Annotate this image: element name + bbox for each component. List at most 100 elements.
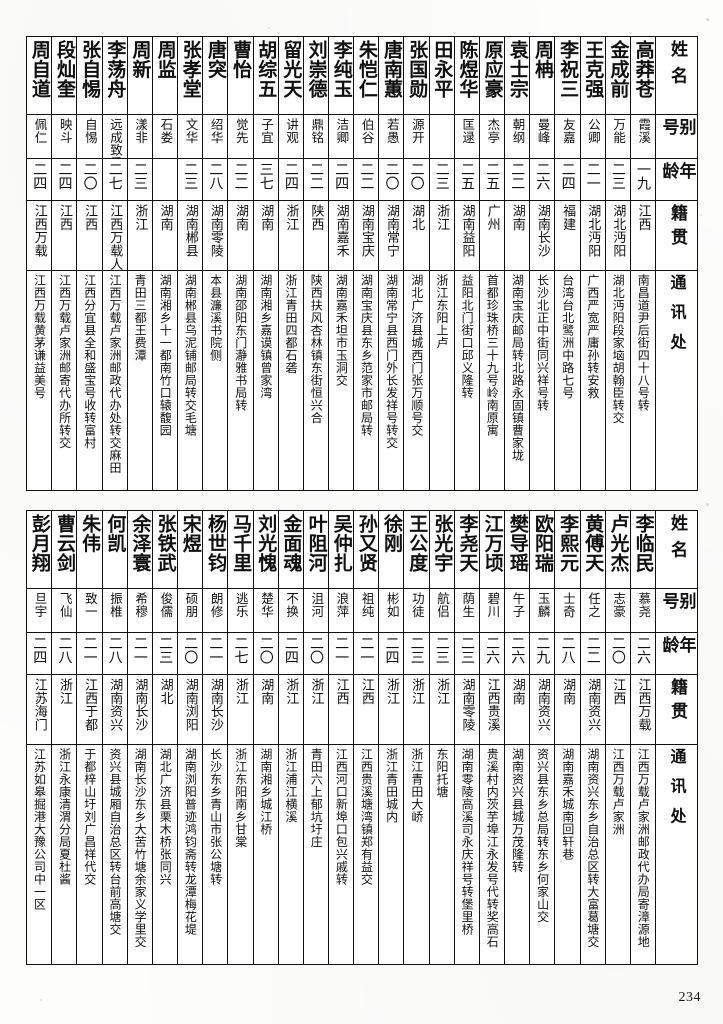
person-address: 台湾台北鹭洲中路七号 <box>555 271 579 490</box>
person-native-place-text: 浙江 <box>434 678 450 705</box>
person-native-place: 湖北沔阳 <box>605 201 630 271</box>
person-age-text: 二〇 <box>383 162 400 191</box>
person-column: 李临民 慕尧 二六 江西万载 江西万载卢家洲邮政代办局寄漳源地 <box>629 511 655 964</box>
person-address: 江西贵溪塘湾镇郑有益交 <box>354 745 378 964</box>
person-native-place: 湖南嘉禾 <box>328 201 354 271</box>
person-name: 吴仲扎 <box>328 511 354 589</box>
person-age: 二二 <box>303 159 328 201</box>
person-alias-text: 觉先 <box>233 118 249 144</box>
person-age: 二〇 <box>404 159 429 201</box>
person-alias-text: 若愚 <box>384 118 400 144</box>
person-column: 李纯玉 洁卿 二四 湖南嘉禾 湖南嘉禾坦市玉洞交 <box>327 37 354 490</box>
person-native-place: 湖南零陵 <box>203 201 228 271</box>
person-address: 江西万载卢家洲邮寄代办所转交 <box>52 271 76 490</box>
person-age: 二六 <box>530 159 555 201</box>
person-alias-text: 友嘉 <box>560 118 576 144</box>
scan-speck <box>700 214 702 216</box>
person-name: 李熙元 <box>555 511 580 589</box>
person-name: 原应豪 <box>479 37 505 115</box>
person-column: 袁士宗 朝纲 二二 湖南 湖南宝庆邮局转北路永固镇曹家垅 <box>504 37 530 490</box>
person-age: 二四 <box>27 159 52 201</box>
row-label-address: 通讯处 <box>667 748 687 837</box>
person-age: 二六 <box>505 633 530 675</box>
person-native-place: 江西 <box>328 675 354 745</box>
person-native-place: 江西 <box>77 201 102 271</box>
person-alias-text: 旦宇 <box>32 592 48 618</box>
person-name-text: 王克强 <box>582 40 605 99</box>
person-column: 朱恺仁 伯谷 二二 湖南宝庆 湖南宝庆县东乡范家市邮局转 <box>353 37 379 490</box>
person-address: 青田三都王费潭 <box>128 271 152 490</box>
person-name-text: 何凯 <box>104 514 127 553</box>
person-age: 二二 <box>505 159 530 201</box>
person-address: 湖北广济县栗木桥张同兴 <box>153 745 177 964</box>
row-label-name: 姓名 <box>656 511 697 589</box>
person-age: 二三 <box>178 159 203 201</box>
person-age-text: 二三 <box>131 162 148 191</box>
person-address-text: 资兴县东乡总局转东乡何家山交 <box>535 748 550 923</box>
person-age-text: 一九 <box>635 162 652 191</box>
person-age-text: 二四 <box>31 162 48 191</box>
person-name: 周新 <box>127 37 152 115</box>
person-address: 江西分宜县全和盛宝号收转富村 <box>77 271 101 490</box>
person-alias: 绍华 <box>203 115 228 159</box>
person-age-text: 二二 <box>308 162 325 191</box>
person-column: 田永平 二三 浙江 浙江东阳上卢 <box>428 37 454 490</box>
person-age-text: 二七 <box>232 636 249 665</box>
person-alias: 逃乐 <box>228 589 253 633</box>
person-alias-text: 玉麟 <box>535 592 551 618</box>
person-column: 马千里 逃乐 二七 浙江 浙江东阳南乡甘棠 <box>227 511 253 964</box>
person-name: 孙又贤 <box>354 511 379 589</box>
person-age: 二〇 <box>178 633 203 675</box>
person-native-place: 江西 <box>354 675 379 745</box>
person-native-place-text: 浙江 <box>283 678 299 705</box>
person-age-text: 二五 <box>484 162 501 191</box>
person-native-place-text: 湖北 <box>157 678 173 705</box>
person-address: 湖南资兴东乡自治总区转大富葛塘交 <box>581 745 605 964</box>
person-native-place: 浙江 <box>228 675 253 745</box>
person-column: 陈煜华 匡逯 二五 湖南益阳 益阳北门街口邱义隆转 <box>453 37 479 490</box>
person-alias-text: 碧川 <box>485 592 501 618</box>
person-age-text: 二四 <box>31 636 48 665</box>
person-name-text: 卢光杰 <box>607 514 630 573</box>
person-address-text: 湖南零陵高溪司永庆祥号转堡里桥 <box>460 748 475 936</box>
person-native-place: 湖南郴县 <box>178 201 203 271</box>
person-address: 湖南零陵高溪司永庆祥号转堡里桥 <box>455 745 479 964</box>
person-native-place: 湖北 <box>152 675 178 745</box>
person-native-place-text: 浙江 <box>283 204 299 231</box>
person-native-place: 江西 <box>52 201 77 271</box>
person-native-place-text: 浙江 <box>409 678 425 705</box>
person-address-text: 湖南长沙东乡大苦竹塘余家义学里交 <box>133 748 148 948</box>
person-name-text: 曹云剑 <box>54 514 77 573</box>
person-age-text: 二二 <box>509 162 526 191</box>
person-age: 二一 <box>580 159 605 201</box>
person-address: 江苏如皋掘港大豫公司中一区 <box>27 745 51 964</box>
person-age: 二〇 <box>303 633 328 675</box>
person-column: 卢光杰 志豪 二〇 江西 江西万载卢家洲 <box>604 511 630 964</box>
person-age: 二一 <box>328 633 354 675</box>
person-age: 二三 <box>605 159 630 201</box>
row-label-age: 年龄 <box>656 633 697 675</box>
person-name-text: 周监 <box>154 40 177 79</box>
person-column: 王公度 功徒 二三 浙江 浙江青田大峤 <box>403 511 429 964</box>
person-age: 二一 <box>77 633 102 675</box>
person-alias: 子宜 <box>253 115 278 159</box>
person-column: 李祝三 友嘉 二四 福建 台湾台北鹭洲中路七号 <box>554 37 580 490</box>
person-alias: 文华 <box>178 115 203 159</box>
person-name: 欧阳瑞 <box>530 511 555 589</box>
person-native-place-text: 江西 <box>82 204 98 231</box>
person-age: 二四 <box>328 159 354 201</box>
person-address: 江西河口新埠口包兴戚转 <box>329 745 353 964</box>
person-native-place: 湖南宝庆 <box>354 201 379 271</box>
person-address: 资兴县城厢自治总区转台前高塘交 <box>103 745 127 964</box>
person-alias-text: 万能 <box>611 118 627 144</box>
person-address-text: 江西河口新埠口包兴戚转 <box>334 748 349 886</box>
row-label-alias: 别号 <box>656 115 697 159</box>
person-address-text: 浙江东阳南乡甘棠 <box>233 748 248 848</box>
person-native-place: 湖南资兴 <box>530 675 555 745</box>
scan-speck <box>40 999 42 1001</box>
person-native-place-text: 江西 <box>56 204 72 231</box>
person-native-place: 湖南 <box>555 675 580 745</box>
person-age-text: 二六 <box>635 636 652 665</box>
person-native-place: 浙江 <box>303 675 328 745</box>
person-address-text: 长沙东乡青山市张公塘转 <box>208 748 223 886</box>
